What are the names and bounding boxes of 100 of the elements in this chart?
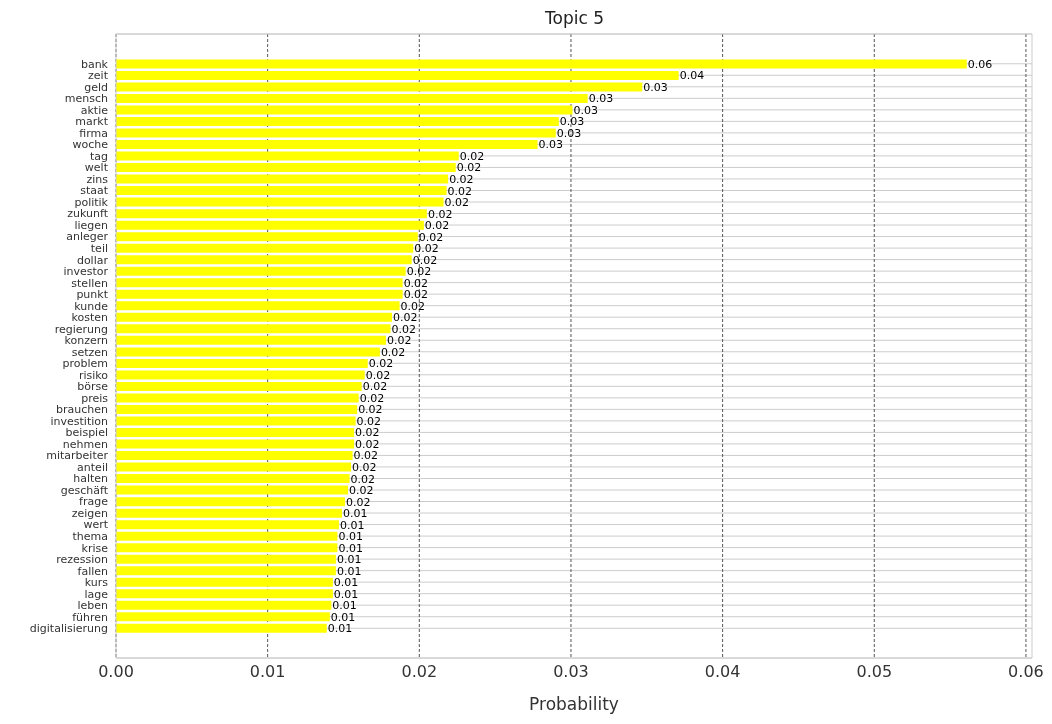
- data-label: 0.01: [342, 507, 368, 521]
- bar: [116, 186, 447, 196]
- data-label: 0.01: [338, 541, 363, 555]
- bar: [116, 589, 333, 599]
- bar: [116, 623, 327, 633]
- y-tick-label: börse: [77, 380, 109, 394]
- bar: [116, 485, 349, 495]
- data-label: 0.02: [403, 288, 429, 302]
- data-label: 0.02: [406, 265, 432, 279]
- y-tick-label: geld: [84, 80, 108, 94]
- bar: [116, 82, 643, 92]
- y-tick-label: regierung: [54, 322, 108, 336]
- data-label: 0.02: [356, 414, 382, 428]
- y-tick-label: stellen: [71, 276, 109, 290]
- y-tick-label: mensch: [64, 92, 109, 106]
- y-tick-label: digitalisierung: [29, 622, 108, 636]
- y-tick-label: preis: [81, 391, 109, 405]
- bar: [116, 324, 391, 334]
- y-tick-label: markt: [75, 115, 109, 129]
- bar: [116, 278, 403, 288]
- y-tick-label: investor: [63, 265, 109, 279]
- y-tick-label: aktie: [80, 103, 109, 117]
- x-tick-label: 0.00: [98, 662, 134, 682]
- bar: [116, 520, 339, 530]
- bar: [116, 428, 355, 438]
- bar: [116, 358, 368, 368]
- y-tick-label: anleger: [66, 230, 109, 244]
- y-tick-label: beispiel: [65, 426, 108, 440]
- bar: [116, 151, 459, 161]
- data-label: 0.01: [338, 530, 363, 544]
- data-label: 0.01: [330, 610, 356, 624]
- data-label: 0.02: [391, 322, 416, 336]
- bar: [116, 370, 365, 380]
- y-tick-label: zins: [86, 172, 109, 186]
- y-tick-label: lage: [84, 587, 109, 601]
- data-label: 0.02: [386, 334, 412, 348]
- bar: [116, 566, 336, 576]
- x-tick-label: 0.03: [553, 662, 589, 682]
- y-tick-label: mitarbeiter: [46, 449, 109, 463]
- y-tick-label: frage: [79, 495, 109, 509]
- bar: [116, 255, 412, 265]
- y-tick-label: zeigen: [71, 506, 109, 520]
- y-tick-label: setzen: [71, 345, 109, 359]
- x-tick-label: 0.02: [401, 662, 438, 682]
- bar: [116, 174, 449, 184]
- data-label: 0.02: [355, 437, 380, 451]
- data-label: 0.02: [350, 472, 376, 486]
- bar: [116, 393, 359, 403]
- bar: [116, 128, 556, 138]
- bar: [116, 600, 332, 610]
- bar: [116, 140, 538, 150]
- y-tick-label: problem: [62, 357, 108, 371]
- y-tick-label: dollar: [76, 253, 109, 267]
- y-tick-label: fallen: [77, 564, 109, 578]
- data-label: 0.02: [352, 460, 377, 474]
- data-label: 0.02: [456, 161, 482, 175]
- data-label: 0.02: [427, 207, 453, 221]
- bar: [116, 543, 338, 553]
- data-label: 0.02: [393, 311, 418, 325]
- bar: [116, 531, 338, 541]
- bar: [116, 612, 330, 622]
- bar: [116, 347, 380, 357]
- x-axis-title: Probability: [529, 694, 619, 714]
- y-tick-label: krise: [81, 541, 109, 555]
- data-label: 0.02: [400, 299, 426, 313]
- bar: [116, 312, 393, 322]
- data-label: 0.02: [424, 219, 450, 233]
- y-tick-label: bank: [80, 57, 109, 71]
- data-label: 0.02: [365, 368, 391, 382]
- bar: [116, 70, 679, 80]
- bar: [116, 301, 400, 311]
- data-label: 0.04: [679, 69, 705, 83]
- data-label: 0.02: [447, 184, 473, 198]
- y-tick-label: staat: [80, 184, 109, 198]
- data-label: 0.02: [355, 426, 380, 440]
- x-tick-label: 0.05: [856, 662, 893, 682]
- data-label: 0.03: [573, 103, 598, 117]
- y-tick-label: führen: [72, 610, 109, 624]
- y-tick-label: politik: [74, 195, 109, 209]
- bar: [116, 474, 350, 484]
- bar: [116, 93, 588, 103]
- y-tick-label: liegen: [74, 218, 109, 232]
- bar: [116, 554, 336, 564]
- data-label: 0.01: [333, 576, 359, 590]
- y-tick-label: leben: [77, 599, 109, 613]
- y-tick-label: zeit: [88, 69, 109, 83]
- data-label: 0.02: [403, 276, 429, 290]
- bar: [116, 59, 967, 69]
- y-tick-label: welt: [84, 161, 109, 175]
- data-label: 0.02: [362, 380, 388, 394]
- bar: [116, 232, 418, 242]
- data-label: 0.02: [349, 484, 374, 498]
- data-label: 0.02: [412, 253, 438, 267]
- y-tick-label: punkt: [76, 288, 109, 302]
- bar: [116, 220, 424, 230]
- data-label: 0.06: [967, 57, 993, 71]
- data-label: 0.02: [459, 149, 485, 163]
- bar: [116, 497, 345, 507]
- y-tick-label: woche: [72, 138, 109, 152]
- bar: [116, 243, 414, 253]
